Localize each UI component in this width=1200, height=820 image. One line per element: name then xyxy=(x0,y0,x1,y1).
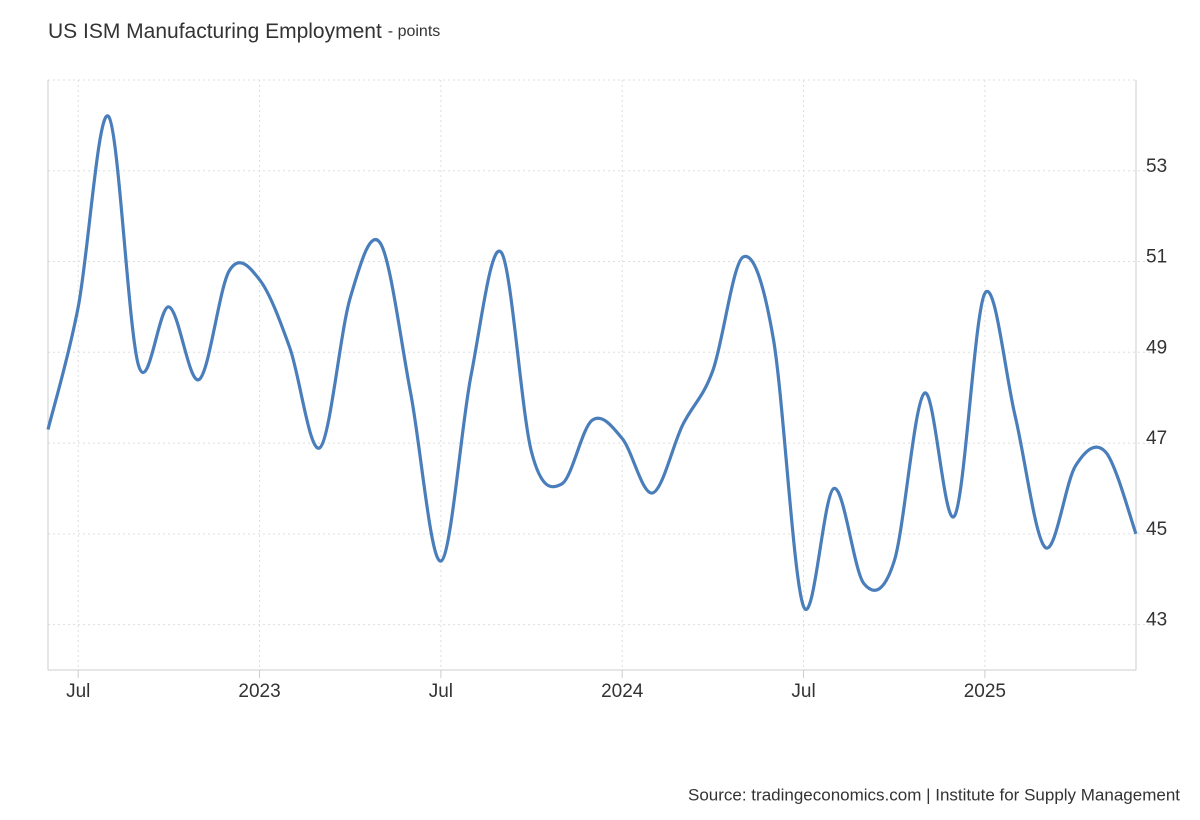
x-tick-label: Jul xyxy=(791,681,815,702)
x-tick-label: 2024 xyxy=(601,681,644,702)
title-text: US ISM Manufacturing Employment xyxy=(48,20,382,43)
chart-title: US ISM Manufacturing Employment - points xyxy=(48,20,440,43)
y-tick-label: 51 xyxy=(1146,247,1167,268)
line-series xyxy=(46,114,1138,612)
y-tick-label: 49 xyxy=(1146,337,1167,358)
y-tick-label: 47 xyxy=(1146,428,1167,449)
x-tick-label: 2025 xyxy=(964,681,1006,702)
x-tick-label: Jul xyxy=(429,681,453,702)
source: Source: tradingeconomics.com | Institute… xyxy=(688,785,1180,804)
y-tick-label: 53 xyxy=(1146,156,1167,177)
y-tick-label: 43 xyxy=(1146,610,1167,631)
subtitle: - points xyxy=(388,23,440,40)
y-tick-label: 45 xyxy=(1146,519,1167,540)
x-tick-label: Jul xyxy=(66,681,90,702)
x-tick-label: 2023 xyxy=(238,681,280,702)
